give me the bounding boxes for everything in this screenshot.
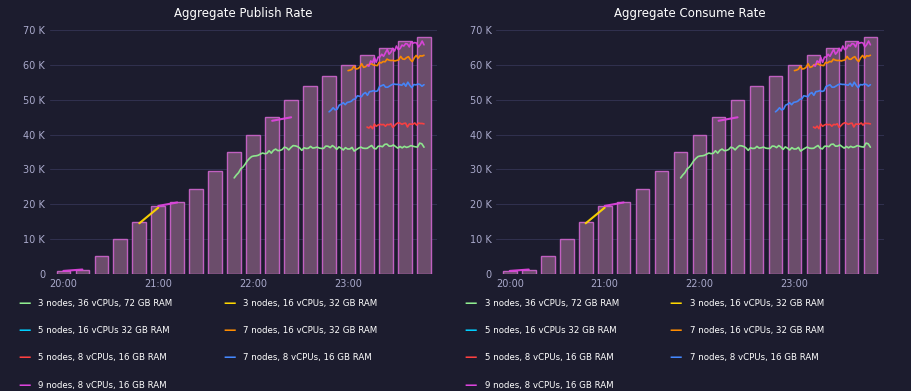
Bar	[769, 75, 783, 274]
Bar	[360, 55, 374, 274]
Bar	[617, 203, 630, 274]
Text: 3 nodes, 36 vCPUs, 72 GB RAM: 3 nodes, 36 vCPUs, 72 GB RAM	[485, 298, 619, 308]
Text: —: —	[223, 296, 236, 310]
Bar	[342, 65, 355, 274]
Text: 5 nodes, 8 vCPUs, 16 GB RAM: 5 nodes, 8 vCPUs, 16 GB RAM	[485, 353, 613, 362]
Text: —: —	[18, 351, 31, 364]
Text: 7 nodes, 8 vCPUs, 16 GB RAM: 7 nodes, 8 vCPUs, 16 GB RAM	[243, 353, 372, 362]
Bar	[825, 48, 839, 274]
Bar	[655, 171, 669, 274]
Text: 9 nodes, 8 vCPUs, 16 GB RAM: 9 nodes, 8 vCPUs, 16 GB RAM	[38, 380, 167, 390]
Text: 5 nodes, 16 vCPUs 32 GB RAM: 5 nodes, 16 vCPUs 32 GB RAM	[485, 326, 616, 335]
Text: —: —	[465, 378, 477, 391]
Text: 5 nodes, 16 vCPUs 32 GB RAM: 5 nodes, 16 vCPUs 32 GB RAM	[38, 326, 169, 335]
Text: —: —	[223, 351, 236, 364]
Text: 3 nodes, 36 vCPUs, 72 GB RAM: 3 nodes, 36 vCPUs, 72 GB RAM	[38, 298, 172, 308]
Text: —: —	[18, 378, 31, 391]
Bar	[711, 117, 725, 274]
Text: 9 nodes, 8 vCPUs, 16 GB RAM: 9 nodes, 8 vCPUs, 16 GB RAM	[485, 380, 613, 390]
Text: —: —	[670, 296, 682, 310]
Bar	[379, 48, 393, 274]
Bar	[398, 41, 412, 274]
Bar	[170, 203, 184, 274]
Bar	[560, 239, 574, 274]
Text: —: —	[465, 296, 477, 310]
Bar	[806, 55, 820, 274]
Bar	[265, 117, 279, 274]
Bar	[731, 100, 744, 274]
Text: —: —	[18, 296, 31, 310]
Text: 3 nodes, 16 vCPUs, 32 GB RAM: 3 nodes, 16 vCPUs, 32 GB RAM	[690, 298, 824, 308]
Text: —: —	[18, 324, 31, 337]
Bar	[322, 75, 336, 274]
Text: 7 nodes, 8 vCPUs, 16 GB RAM: 7 nodes, 8 vCPUs, 16 GB RAM	[690, 353, 818, 362]
Bar	[76, 269, 89, 274]
Bar	[788, 65, 802, 274]
Bar	[95, 256, 108, 274]
Title: Aggregate Consume Rate: Aggregate Consume Rate	[614, 7, 766, 20]
Bar	[303, 86, 317, 274]
Bar	[674, 152, 688, 274]
Bar	[114, 239, 128, 274]
Bar	[578, 222, 592, 274]
Text: 5 nodes, 8 vCPUs, 16 GB RAM: 5 nodes, 8 vCPUs, 16 GB RAM	[38, 353, 167, 362]
Bar	[209, 171, 222, 274]
Text: —: —	[670, 324, 682, 337]
Title: Aggregate Publish Rate: Aggregate Publish Rate	[174, 7, 313, 20]
Bar	[844, 41, 858, 274]
Text: 7 nodes, 16 vCPUs, 32 GB RAM: 7 nodes, 16 vCPUs, 32 GB RAM	[690, 326, 824, 335]
Text: —: —	[465, 351, 477, 364]
Bar	[132, 222, 146, 274]
Bar	[522, 269, 536, 274]
Text: —: —	[670, 351, 682, 364]
Bar	[284, 100, 298, 274]
Text: 7 nodes, 16 vCPUs, 32 GB RAM: 7 nodes, 16 vCPUs, 32 GB RAM	[243, 326, 377, 335]
Bar	[151, 206, 165, 274]
Bar	[636, 188, 650, 274]
Bar	[750, 86, 763, 274]
Bar	[246, 135, 260, 274]
Bar	[692, 135, 706, 274]
Bar	[417, 38, 431, 274]
Text: —: —	[465, 324, 477, 337]
Bar	[189, 188, 203, 274]
Bar	[503, 271, 517, 274]
Bar	[598, 206, 611, 274]
Text: 3 nodes, 16 vCPUs, 32 GB RAM: 3 nodes, 16 vCPUs, 32 GB RAM	[243, 298, 377, 308]
Bar	[228, 152, 241, 274]
Bar	[864, 38, 877, 274]
Bar	[541, 256, 555, 274]
Bar	[56, 271, 70, 274]
Text: —: —	[223, 324, 236, 337]
